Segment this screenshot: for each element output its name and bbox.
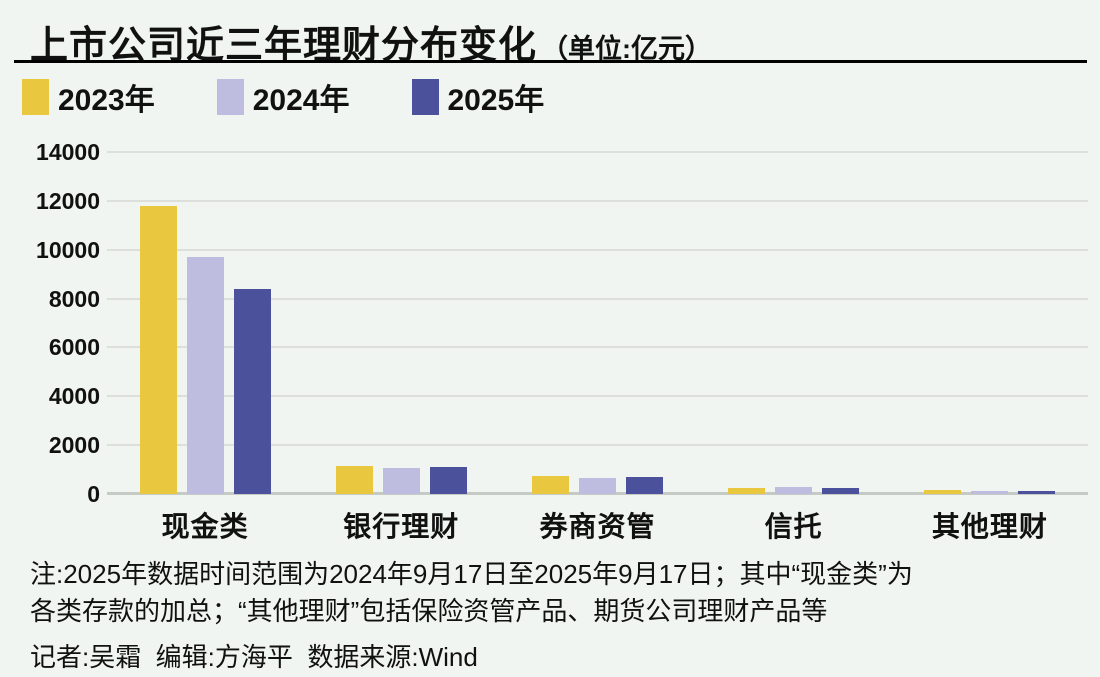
legend-swatch: [216, 79, 244, 115]
bar-group: [499, 152, 695, 494]
bar: [186, 257, 224, 494]
credits: 记者:吴霜 编辑:方海平 数据来源:Wind: [30, 642, 478, 672]
bar-chart: 0 2000 4000 6000 8000 10000 12000 14000 现金类 银行理财…: [0, 135, 1100, 550]
gridline: [107, 248, 1088, 251]
bar: [429, 467, 467, 494]
bar-group: [303, 152, 499, 494]
legend-item: 2024年: [216, 75, 350, 119]
bar: [531, 476, 569, 494]
y-tick-label: 12000: [36, 187, 100, 214]
bar: [335, 466, 373, 494]
bar: [1018, 491, 1056, 494]
gridline: [107, 395, 1088, 398]
bar: [233, 289, 271, 494]
category-label: 券商资管: [539, 511, 656, 542]
y-tick-label: 6000: [48, 334, 100, 361]
y-tick-label: 10000: [36, 236, 100, 263]
gridline: [107, 151, 1088, 153]
gridline: [107, 444, 1088, 447]
legend-label: 2023年: [58, 84, 155, 117]
x-axis: 现金类 银行理财 券商资管 信托 其他理财: [107, 505, 1088, 545]
category-label: 信托: [764, 511, 823, 542]
bar: [382, 468, 420, 494]
title-unit: （单位:亿元）: [541, 34, 713, 64]
y-axis: 0 2000 4000 6000 8000 10000 12000 14000: [8, 135, 100, 550]
plot-area: [107, 151, 1088, 495]
y-tick-label: 2000: [48, 432, 100, 459]
bar: [971, 491, 1009, 494]
y-tick-label: 4000: [48, 383, 100, 410]
y-tick-label: 14000: [36, 139, 100, 165]
legend-swatch: [411, 79, 439, 115]
bar: [625, 477, 663, 494]
bar-group: [892, 152, 1088, 494]
category-label: 其他理财: [931, 511, 1048, 542]
note-line-1: 注:2025年数据时间范围为2024年9月17日至2025年9月17日；其中“现…: [30, 559, 913, 589]
bar: [775, 487, 813, 494]
legend-item: 2023年: [22, 75, 155, 119]
bar: [139, 206, 177, 494]
bar-group: [107, 152, 303, 494]
gridline: [107, 297, 1088, 300]
y-tick-label: 0: [87, 481, 100, 507]
y-tick-label: 8000: [48, 285, 100, 312]
legend-swatch: [22, 79, 49, 115]
legend-item: 2025年: [411, 75, 545, 119]
gridline: [107, 199, 1088, 202]
gridline: [107, 346, 1088, 349]
category-label: 银行理财: [343, 511, 460, 542]
title-divider: [14, 60, 1087, 63]
legend-label: 2025年: [447, 84, 545, 117]
bar-group: [696, 152, 892, 494]
note-line-2: 各类存款的加总；“其他理财”包括保险资管产品、期货公司理财产品等: [30, 596, 828, 626]
bar: [822, 488, 860, 494]
legend-label: 2024年: [252, 84, 350, 117]
bar: [578, 478, 616, 494]
bar: [924, 490, 962, 494]
chart-legend: 2023年 2024年 2025年: [22, 75, 545, 119]
bar: [728, 488, 766, 494]
category-label: 现金类: [161, 511, 249, 542]
chart-notes: 注:2025年数据时间范围为2024年9月17日至2025年9月17日；其中“现…: [30, 556, 1080, 674]
